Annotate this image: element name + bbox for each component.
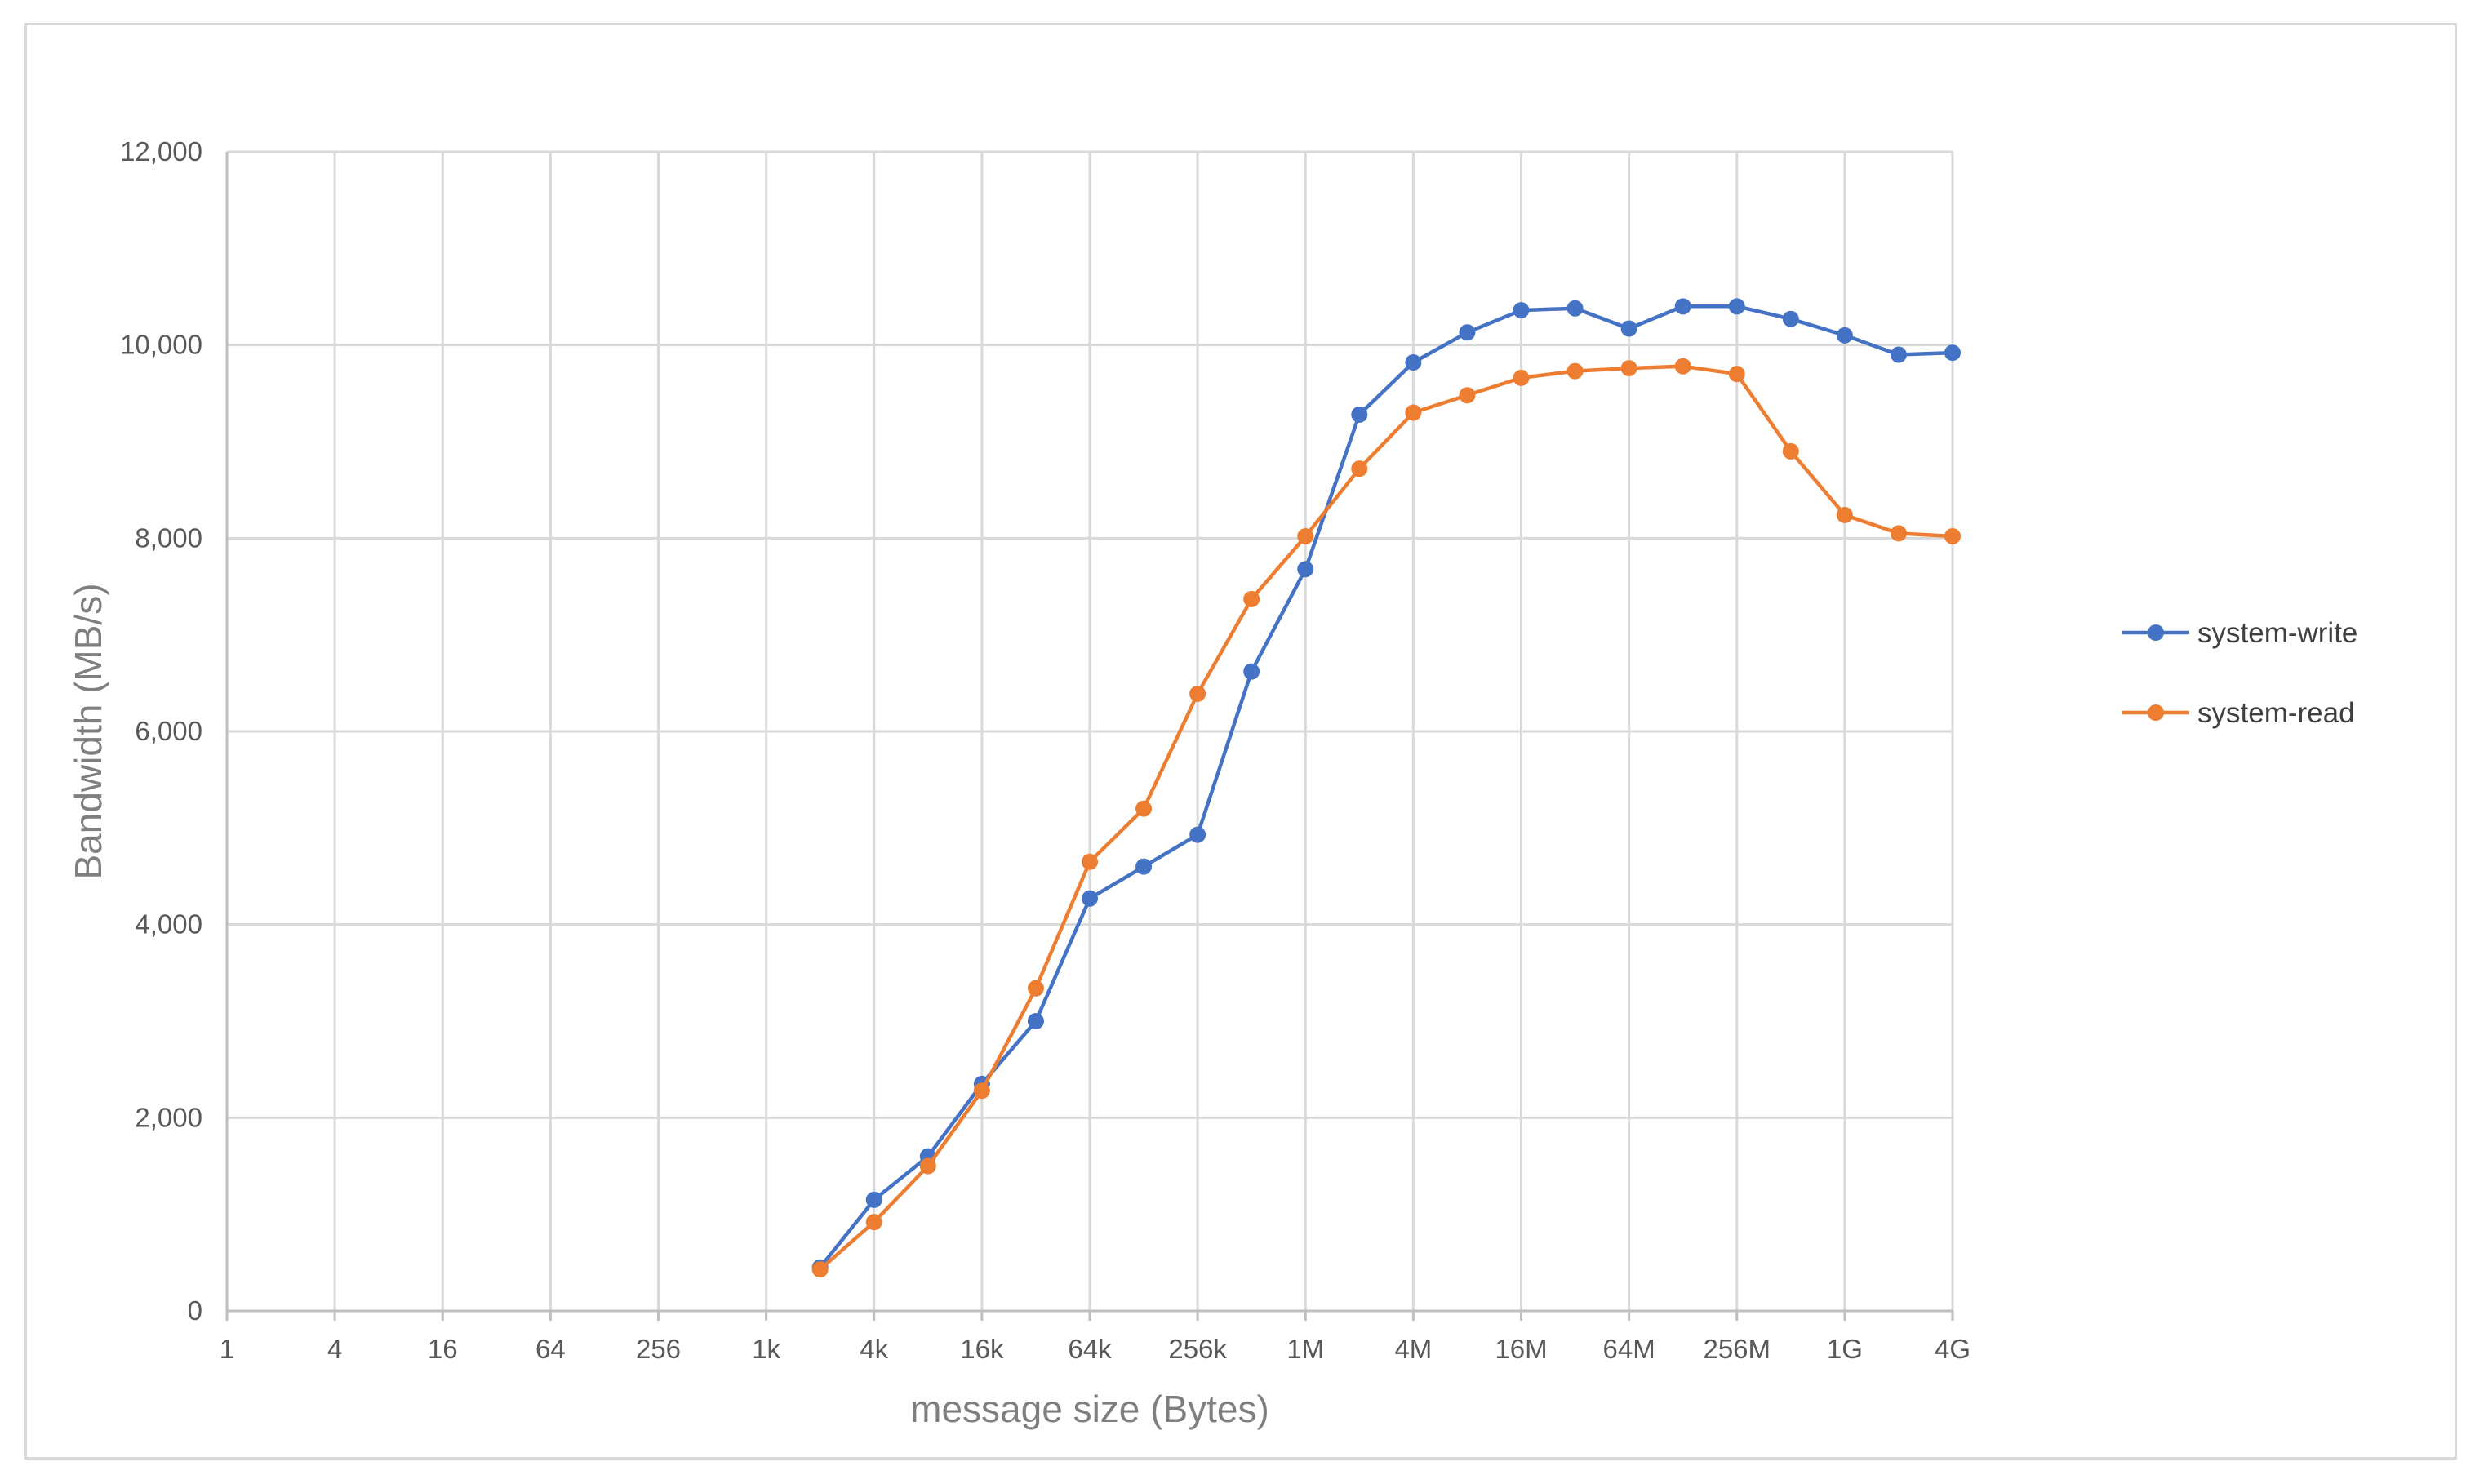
data-point	[1027, 1013, 1044, 1029]
data-point	[1674, 298, 1691, 315]
data-point	[1782, 310, 1799, 327]
data-point	[1082, 853, 1098, 870]
data-point	[1890, 525, 1907, 542]
legend-marker	[2148, 624, 2164, 641]
data-point	[1566, 362, 1584, 380]
y-tick-label: 6,000	[135, 716, 202, 746]
x-tick-label: 4M	[1394, 1334, 1432, 1364]
data-point	[1513, 302, 1530, 319]
y-tick-label: 8,000	[135, 522, 202, 553]
x-tick-label: 4k	[860, 1334, 888, 1364]
y-tick-label: 10,000	[120, 330, 202, 360]
data-point	[865, 1214, 882, 1231]
x-tick-label: 16k	[960, 1334, 1004, 1364]
x-tick-label: 1G	[1827, 1334, 1863, 1364]
legend-label: system-write	[2197, 617, 2357, 649]
x-axis-title: message size (Bytes)	[910, 1388, 1269, 1430]
x-axis-tick-labels: 1 4 16 64 256 1k 4k 16k 64k 256k 1M 4M 16M 64M 256M 1G 4…	[220, 1334, 1971, 1364]
legend-item-system-write: system-write	[2122, 617, 2357, 649]
data-point	[1836, 506, 1853, 523]
x-tick-label: 16M	[1495, 1334, 1547, 1364]
x-tick-label: 1M	[1286, 1334, 1324, 1364]
series-line	[819, 364, 1953, 1271]
data-point	[1189, 826, 1206, 843]
data-point	[1135, 858, 1153, 875]
data-point	[1944, 344, 1961, 362]
data-point	[1297, 561, 1314, 578]
data-point	[865, 1191, 882, 1208]
x-tick-label: 16	[428, 1334, 458, 1364]
legend-item-system-read: system-read	[2122, 697, 2355, 729]
x-tick-label: 64	[535, 1334, 566, 1364]
data-point	[1135, 800, 1153, 817]
x-tick-label: 256	[636, 1334, 681, 1364]
series-line	[818, 304, 1953, 1269]
chart-frame	[24, 23, 2457, 1460]
data-point	[1405, 353, 1422, 371]
data-point	[1728, 298, 1745, 315]
data-point	[1243, 663, 1260, 680]
x-tick-label: 64M	[1603, 1334, 1655, 1364]
data-series	[811, 298, 1961, 1278]
y-tick-label: 0	[188, 1295, 202, 1326]
data-point	[1620, 320, 1637, 337]
x-tick-label: 64k	[1068, 1334, 1112, 1364]
x-tick-label: 4G	[1935, 1334, 1971, 1364]
data-point	[1459, 324, 1476, 341]
data-point	[1513, 369, 1530, 386]
data-point	[1728, 366, 1745, 383]
data-point	[1620, 360, 1637, 377]
data-point	[1836, 327, 1853, 344]
data-point	[1405, 404, 1422, 421]
data-point	[1351, 406, 1368, 423]
y-tick-label: 4,000	[135, 909, 202, 940]
x-tick-label: 4	[327, 1334, 342, 1364]
data-point	[973, 1082, 990, 1100]
data-point	[1189, 685, 1206, 702]
data-point	[1782, 442, 1799, 460]
data-point	[1944, 527, 1961, 544]
data-point	[1243, 590, 1260, 607]
data-point	[811, 1261, 829, 1278]
data-point	[1351, 460, 1368, 478]
x-tick-label: 256M	[1703, 1334, 1771, 1364]
y-axis-tick-labels: 0 2,000 4,000 6,000 8,000 10,000 12,000	[120, 136, 202, 1326]
y-axis-title: Bandwidth (MB/s)	[67, 583, 109, 879]
data-point	[1297, 527, 1314, 544]
series-system-read	[811, 358, 1961, 1278]
data-point	[1027, 980, 1044, 997]
data-point	[1566, 300, 1584, 317]
data-point	[1890, 346, 1907, 363]
data-point	[919, 1157, 936, 1175]
x-tick-label: 256k	[1168, 1334, 1227, 1364]
y-tick-label: 12,000	[120, 136, 202, 167]
axes	[225, 152, 1954, 1321]
legend-marker	[2148, 704, 2164, 721]
y-tick-label: 2,000	[135, 1102, 202, 1132]
data-point	[1082, 890, 1098, 907]
legend-label: system-read	[2197, 697, 2355, 729]
legend: system-write system-read	[2122, 617, 2357, 729]
x-tick-label: 1k	[752, 1334, 780, 1364]
data-point	[1459, 387, 1476, 404]
x-tick-label: 1	[220, 1334, 234, 1364]
grid	[227, 150, 1954, 1311]
data-point	[1674, 358, 1691, 375]
